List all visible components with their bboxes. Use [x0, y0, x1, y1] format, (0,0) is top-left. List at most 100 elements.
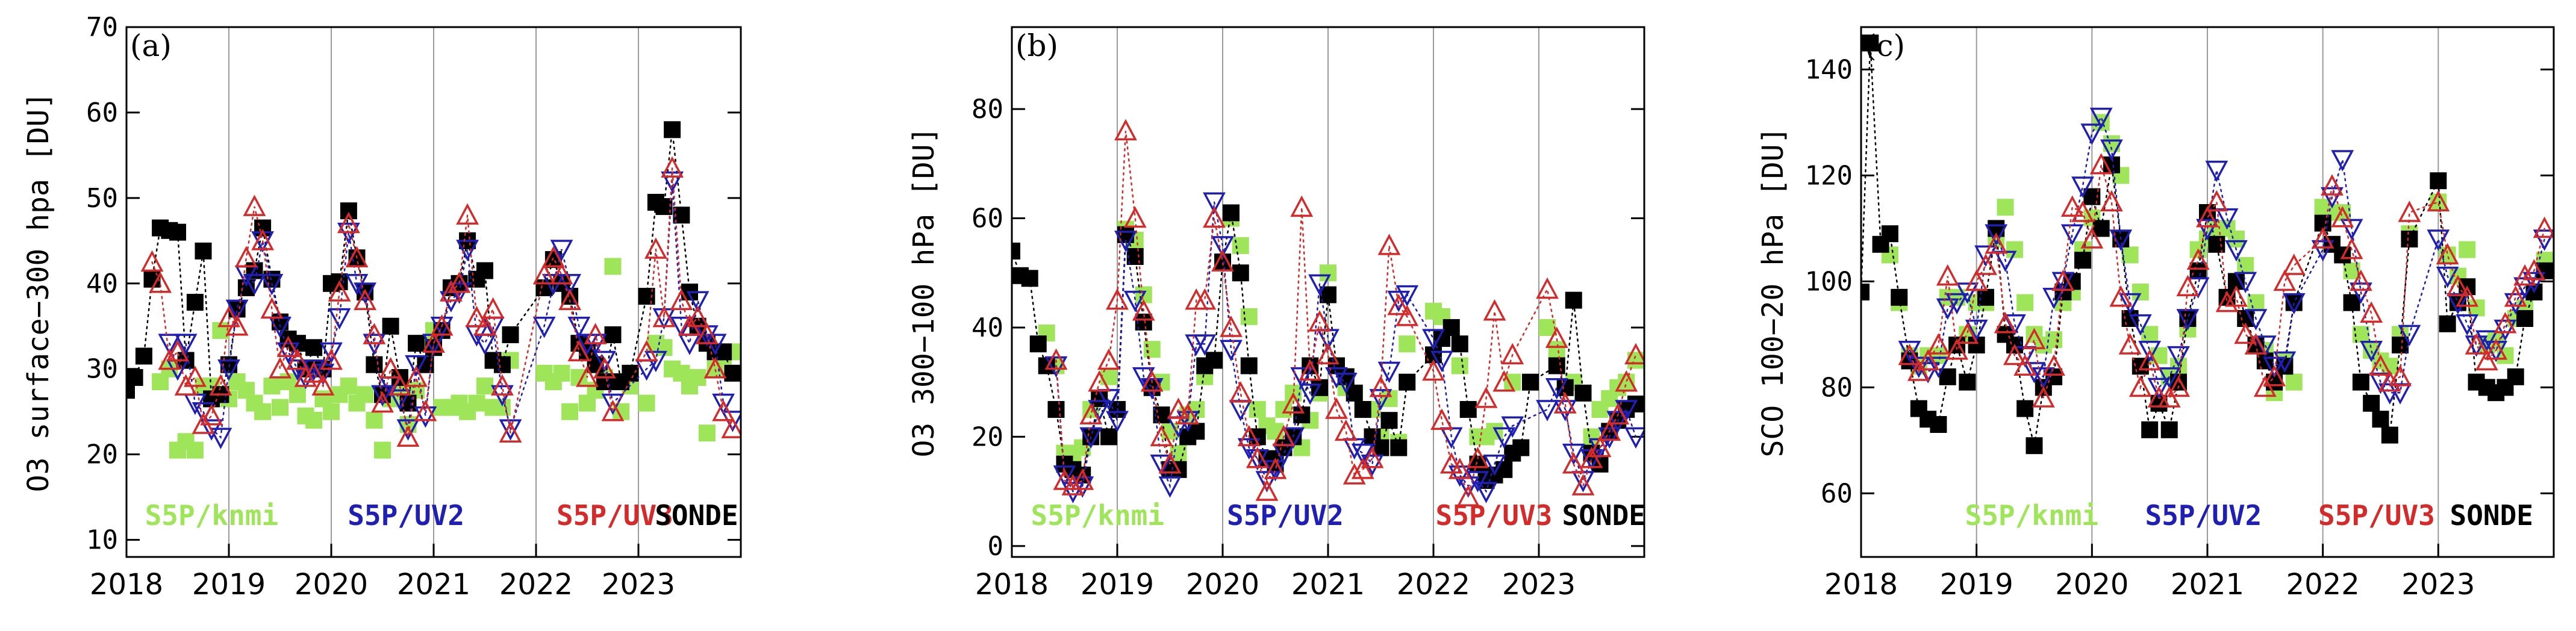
- data-point-sonde: [1565, 291, 1582, 309]
- data-point-s5p-knmi: [698, 424, 716, 442]
- data-point-s5p-uv2: [1220, 340, 1243, 361]
- data-point-s5p-uv3: [532, 263, 556, 285]
- data-point-s5p-uv3: [1061, 474, 1085, 496]
- data-point-s5p-uv3: [225, 314, 249, 336]
- data-point-s5p-knmi: [638, 394, 655, 412]
- data-point-s5p-uv2: [2060, 224, 2084, 246]
- data-point-s5p-knmi: [2132, 284, 2149, 300]
- data-point-s5p-knmi: [2247, 294, 2265, 311]
- series-s5p-uv3: [1044, 119, 1644, 506]
- data-point-s5p-uv3: [2176, 275, 2200, 296]
- x-tick-label: 2018: [90, 568, 163, 601]
- data-point-s5p-uv3: [2475, 349, 2498, 371]
- data-point-s5p-uv3: [1936, 264, 1959, 286]
- data-point-sonde: [2372, 411, 2389, 428]
- data-point-sonde: [1977, 288, 1994, 306]
- data-point-sonde: [408, 335, 425, 352]
- data-point-s5p-uv3: [1097, 348, 1120, 370]
- data-point-s5p-uv2: [2427, 229, 2450, 251]
- data-point-s5p-uv3: [430, 314, 454, 336]
- y-tick-label: 20: [971, 421, 1003, 452]
- data-point-s5p-uv3: [2167, 375, 2190, 397]
- data-point-s5p-uv2: [2225, 240, 2248, 262]
- data-point-s5p-uv3: [371, 391, 394, 413]
- data-point-s5p-uv3: [1369, 376, 1392, 397]
- data-point-s5p-uv3: [1571, 474, 1595, 496]
- data-point-s5p-uv3: [2447, 275, 2469, 296]
- data-point-s5p-uv2: [2311, 240, 2334, 262]
- data-point-s5p-uv2: [276, 342, 300, 364]
- data-point-sonde: [1354, 401, 1371, 418]
- data-point-s5p-uv2: [670, 317, 693, 338]
- data-point-s5p-uv3: [405, 365, 428, 387]
- data-point-s5p-uv3: [1308, 310, 1331, 332]
- data-point-s5p-uv3: [2042, 354, 2065, 376]
- data-point-sonde: [1459, 401, 1477, 418]
- y-tick-label: 10: [86, 525, 118, 556]
- data-point-s5p-uv3: [1615, 370, 1638, 392]
- data-point-s5p-uv3: [2504, 285, 2527, 307]
- data-point-s5p-uv3: [1439, 452, 1463, 474]
- data-point-s5p-uv3: [1079, 403, 1103, 424]
- data-point-s5p-uv2: [2273, 351, 2297, 373]
- data-point-sonde: [2026, 437, 2043, 455]
- data-point-s5p-knmi: [1232, 237, 1249, 254]
- data-point-s5p-uv2: [550, 240, 573, 261]
- data-point-sonde: [2516, 310, 2534, 327]
- data-point-sonde: [254, 219, 272, 237]
- data-point-sonde: [1206, 352, 1223, 369]
- data-point-sonde: [2363, 394, 2380, 412]
- data-point-s5p-uv2: [567, 317, 591, 338]
- x-tick-label: 2022: [2286, 568, 2360, 601]
- data-point-s5p-uv2: [2147, 378, 2171, 400]
- data-point-sonde: [2132, 358, 2149, 375]
- data-point-s5p-uv3: [200, 404, 223, 426]
- data-point-s5p-uv3: [652, 305, 676, 328]
- data-point-sonde: [135, 347, 152, 365]
- data-point-s5p-uv3: [1492, 370, 1516, 392]
- data-point-s5p-uv3: [2360, 301, 2383, 323]
- data-point-s5p-uv3: [302, 361, 326, 383]
- data-point-s5p-uv2: [320, 342, 343, 364]
- data-point-s5p-uv2: [2321, 187, 2344, 209]
- data-point-s5p-uv2: [1430, 350, 1453, 373]
- data-point-s5p-uv2: [1956, 282, 1979, 304]
- data-point-s5p-uv3: [1351, 458, 1374, 479]
- legend-label: S5P/UV2: [348, 499, 464, 532]
- data-point-s5p-uv3: [328, 280, 351, 302]
- data-point-s5p-uv3: [2060, 195, 2084, 217]
- data-point-s5p-uv3: [2484, 338, 2508, 360]
- data-point-s5p-knmi: [2285, 373, 2303, 391]
- data-point-s5p-uv3: [1985, 232, 2008, 254]
- y-tick-label: 60: [86, 98, 118, 128]
- data-point-sonde: [1047, 401, 1065, 418]
- data-point-s5p-uv2: [217, 359, 240, 381]
- data-point-s5p-uv2: [1150, 455, 1173, 476]
- panel-label: (a): [130, 28, 172, 63]
- data-point-s5p-uv3: [550, 263, 573, 285]
- data-point-s5p-uv2: [2282, 293, 2306, 315]
- data-point-s5p-knmi: [399, 416, 417, 433]
- data-point-s5p-uv2: [405, 355, 428, 377]
- data-point-s5p-uv3: [1176, 403, 1200, 424]
- data-point-s5p-knmi: [468, 394, 485, 412]
- data-point-s5p-uv3: [1448, 458, 1471, 479]
- data-point-s5p-uv2: [328, 308, 351, 330]
- y-tick-label: 40: [86, 269, 118, 299]
- data-point-s5p-uv2: [1106, 411, 1129, 432]
- legend-label: S5P/knmi: [1031, 499, 1165, 532]
- legend-label: S5P/knmi: [1965, 499, 2099, 532]
- data-point-s5p-uv3: [1956, 322, 1979, 344]
- y-tick-label: 70: [86, 12, 118, 43]
- data-point-s5p-knmi: [1486, 423, 1503, 440]
- data-point-s5p-uv3: [2089, 153, 2113, 175]
- data-point-s5p-uv2: [2071, 176, 2094, 198]
- data-point-sonde: [126, 382, 135, 399]
- data-point-s5p-uv3: [311, 374, 335, 396]
- data-point-s5p-uv3: [481, 297, 505, 319]
- data-point-s5p-uv2: [2436, 266, 2459, 288]
- data-point-s5p-uv2: [302, 359, 326, 381]
- data-point-s5p-uv3: [2436, 243, 2459, 265]
- data-point-s5p-uv3: [2331, 206, 2354, 228]
- legend-label: S5P/UV2: [1227, 499, 1344, 532]
